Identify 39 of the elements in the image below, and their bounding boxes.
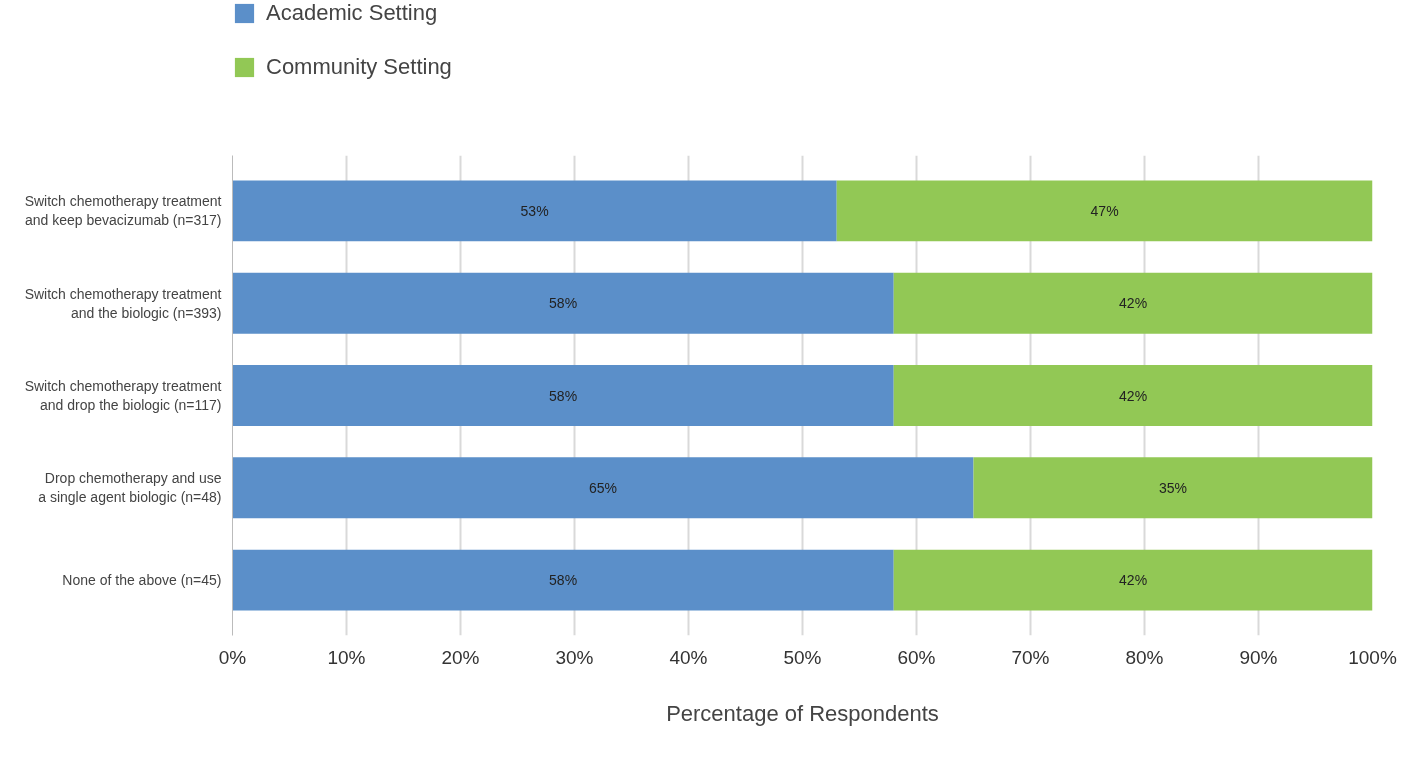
x-tick-label: 70% [1011,646,1050,668]
data-label: 42% [1119,572,1148,589]
y-tick-label: Switch chemotherapy treatment and drop the biologic (n=117) [24,377,222,414]
x-tick-label: 40% [669,646,708,668]
bar [836,180,1373,242]
x-tick-label: 60% [897,646,936,668]
data-label: 42% [1119,295,1148,312]
x-tick-label: 20% [441,646,480,668]
x-tick-label: 80% [1125,646,1164,668]
x-axis-title: Percentage of Respondents [666,700,939,726]
legend-label: Community Setting [266,54,452,80]
bar [893,272,1373,334]
bar [232,272,894,334]
bar [893,365,1373,426]
data-label: 42% [1119,387,1148,404]
y-tick-label: None of the above (n=45) [62,572,222,589]
data-label: 58% [549,295,578,312]
bar [973,457,1373,519]
bar [232,457,974,519]
y-tick-label: Drop chemotherapy and use a single agent biologic (n=48) [38,470,222,506]
data-label: 58% [549,572,578,589]
x-tick-label: 30% [555,646,594,668]
x-tick-label: 0% [218,646,247,668]
x-tick-label: 10% [327,646,366,668]
bar [232,365,894,426]
data-label: 53% [520,202,549,219]
x-tick-label: 90% [1239,646,1278,668]
data-label: 35% [1158,479,1188,496]
data-label: 47% [1090,202,1119,219]
y-tick-label: Switch chemotherapy treatment and keep bevacizumab (n=317) [24,193,222,229]
y-tick-label: Switch chemotherapy treatment and the biologic (n=393) [24,285,222,321]
bar [232,549,894,611]
bar [893,549,1373,611]
legend-label: Academic Setting [266,0,438,26]
data-label: 58% [549,387,578,404]
bar [232,180,837,242]
data-label: 65% [588,479,618,496]
x-tick-label: 50% [783,646,822,668]
x-tick-label: 100% [1348,646,1397,668]
